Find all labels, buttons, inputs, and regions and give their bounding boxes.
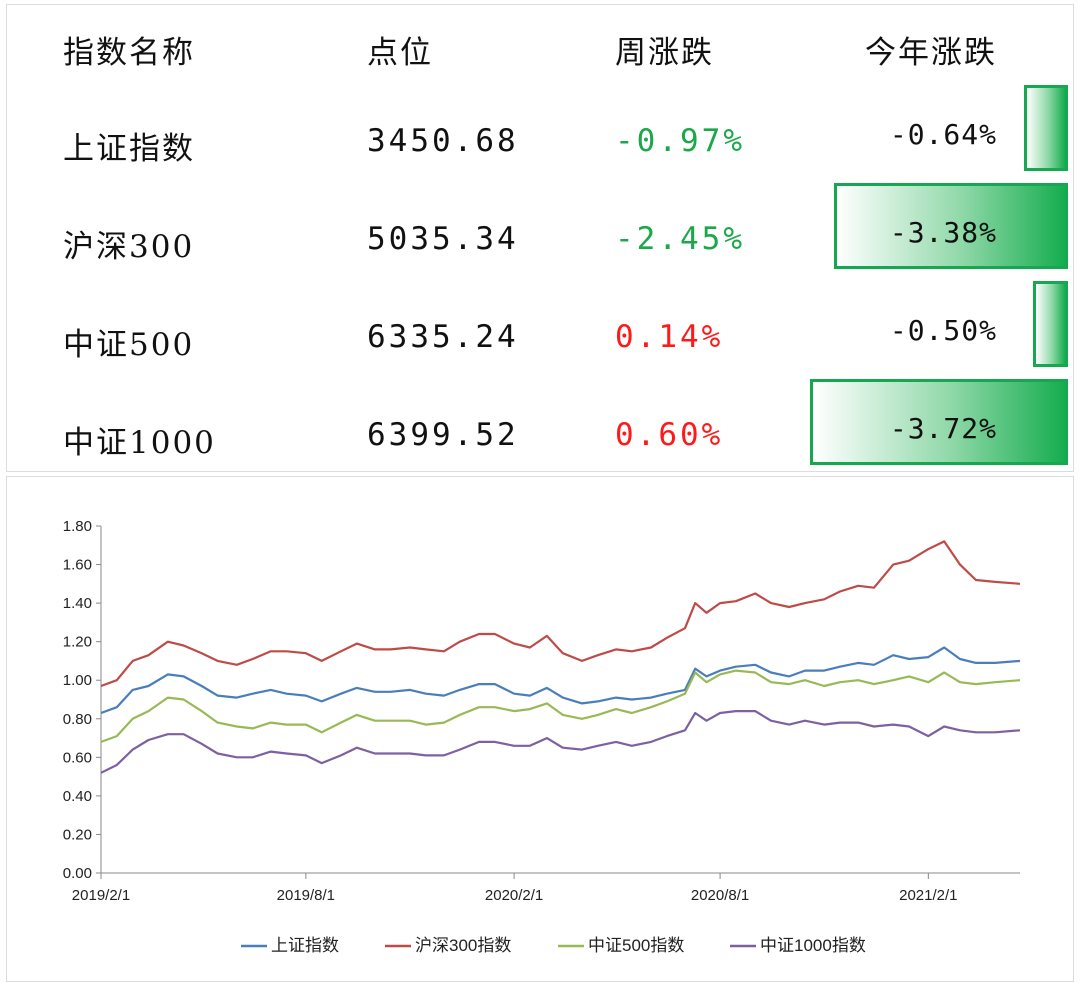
- y-tick-label: 0.40: [63, 788, 92, 805]
- ytd-change-value: -0.50%: [889, 314, 997, 347]
- ytd-change-bar: [1033, 281, 1068, 367]
- weekly-change-cell: -0.97%: [615, 123, 745, 159]
- y-tick-label: 1.00: [63, 672, 92, 689]
- x-tick-label: 2019/8/1: [277, 887, 335, 904]
- legend-label: 中证1000指数: [760, 936, 866, 955]
- y-tick-label: 0.20: [63, 826, 92, 843]
- header-weekly-change: 周涨跌: [615, 35, 714, 71]
- x-tick-label: 2019/2/1: [72, 887, 130, 904]
- header-points: 点位: [367, 35, 433, 71]
- index-name-cell: 沪深300: [63, 229, 195, 265]
- y-tick-label: 0.80: [63, 711, 92, 728]
- ytd-change-value: -3.72%: [889, 412, 997, 445]
- y-tick-label: 1.20: [63, 634, 92, 651]
- ytd-change-bar: [834, 183, 1068, 269]
- weekly-change-cell: -2.45%: [615, 221, 745, 257]
- index-name-cell: 中证500: [63, 327, 195, 363]
- header-index-name: 指数名称: [63, 35, 195, 71]
- index-summary-table: 指数名称 点位 周涨跌 今年涨跌 上证指数 3450.68 -0.97% -0.64%…: [6, 4, 1074, 472]
- weekly-change-cell: 0.60%: [615, 417, 724, 453]
- ytd-change-bar: [1024, 85, 1068, 171]
- series-line-沪深300指数: [100, 540, 1021, 688]
- weekly-change-cell: 0.14%: [615, 319, 724, 355]
- index-name-cell: 上证指数: [63, 131, 195, 167]
- series-line-上证指数: [100, 646, 1021, 715]
- points-cell: 3450.68: [367, 123, 519, 159]
- x-tick-label: 2021/2/1: [899, 887, 957, 904]
- points-cell: 5035.34: [367, 221, 519, 257]
- legend-label: 中证500指数: [588, 936, 684, 955]
- index-name-cell: 中证1000: [63, 425, 216, 461]
- y-tick-label: 0.00: [63, 865, 92, 882]
- line-chart: 0.00 0.20 0.40 0.60 0.80 1.00 1.20 1.40 1.60 1.80…: [63, 518, 1021, 955]
- legend-label: 沪深300指数: [415, 936, 511, 955]
- points-cell: 6335.24: [367, 319, 519, 355]
- line-chart-panel: 0.00 0.20 0.40 0.60 0.80 1.00 1.20 1.40 1.60 1.80…: [6, 476, 1074, 982]
- header-ytd-change: 今年涨跌: [865, 35, 997, 71]
- ytd-change-value: -0.64%: [889, 118, 997, 151]
- x-tick-label: 2020/8/1: [691, 887, 749, 904]
- y-tick-label: 1.80: [63, 518, 92, 535]
- series-line-中证500指数: [100, 669, 1021, 743]
- ytd-change-value: -3.38%: [889, 216, 997, 249]
- ytd-change-bar: [810, 379, 1068, 465]
- legend-label: 上证指数: [271, 936, 339, 955]
- x-tick-label: 2020/2/1: [485, 887, 543, 904]
- y-tick-label: 0.60: [63, 749, 92, 766]
- points-cell: 6399.52: [367, 417, 519, 453]
- y-tick-label: 1.40: [63, 595, 92, 612]
- y-tick-label: 1.60: [63, 557, 92, 574]
- series-line-中证1000指数: [100, 710, 1021, 774]
